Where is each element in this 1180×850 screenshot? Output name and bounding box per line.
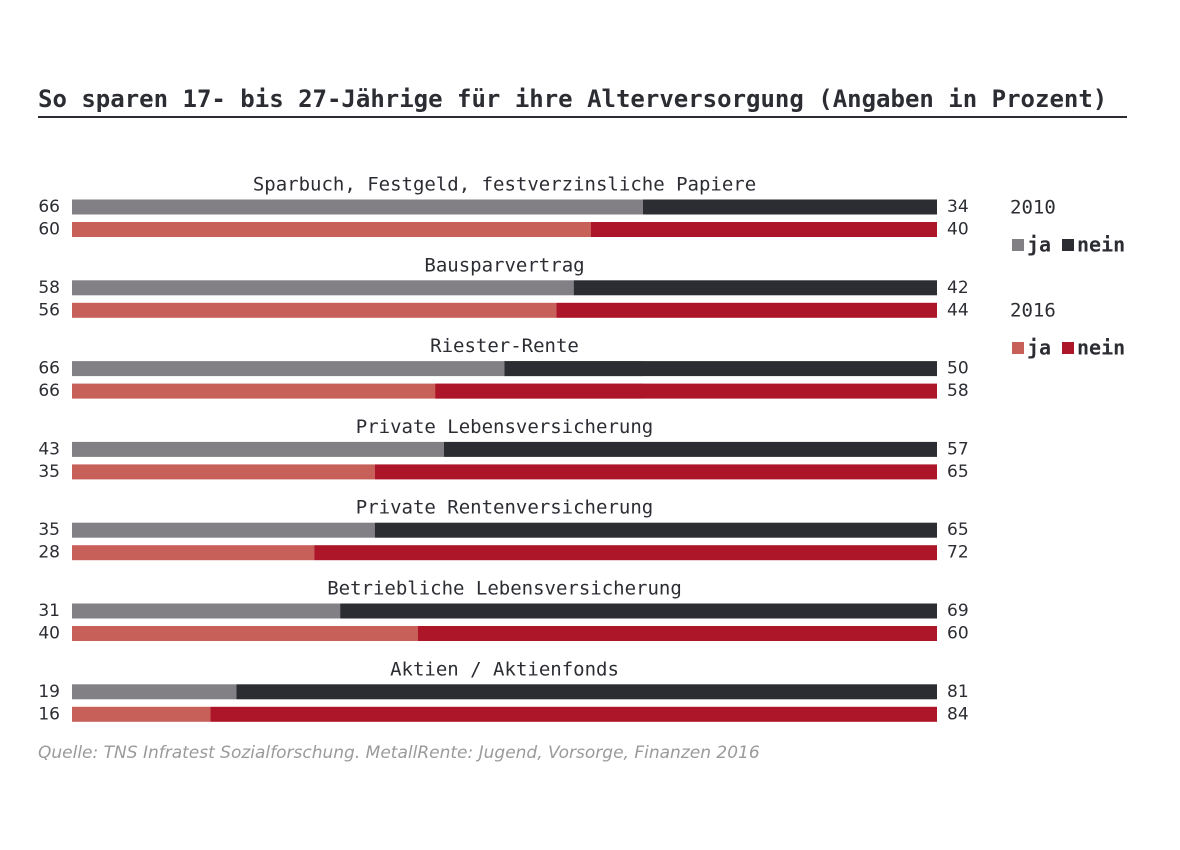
source: Quelle: TNS Infratest Sozialforschung. M…: [38, 743, 760, 763]
value-label: 34: [947, 197, 969, 217]
legend-year: 2010: [1010, 197, 1056, 219]
value-label: 19: [38, 682, 60, 702]
category-label: Sparbuch, Festgeld, festverzinsliche Pap…: [253, 174, 756, 196]
bar-nein: [556, 302, 937, 318]
value-label: 35: [38, 462, 60, 482]
legend-swatch: [1012, 342, 1024, 354]
value-label: 57: [947, 439, 969, 459]
bar-nein: [374, 522, 937, 538]
value-label: 60: [947, 624, 969, 644]
value-label: 40: [947, 220, 969, 240]
bar-nein: [443, 441, 937, 457]
legend-swatch: [1062, 342, 1074, 354]
bar-ja: [72, 361, 643, 377]
category-label: Aktien / Aktienfonds: [390, 658, 619, 680]
bar-nein: [418, 626, 937, 641]
bar-nein: [435, 383, 937, 399]
category-label: Betriebliche Lebensversicherung: [327, 578, 682, 600]
value-label: 60: [38, 220, 60, 240]
bar-ja: [72, 706, 211, 722]
value-label: 58: [38, 278, 60, 298]
legend-label: ja: [1027, 233, 1051, 257]
value-label: 50: [947, 359, 969, 379]
bar-ja: [72, 603, 341, 619]
legend-label: nein: [1077, 336, 1125, 360]
value-label: 16: [38, 704, 60, 724]
bar-nein: [573, 280, 937, 296]
bar-nein: [374, 464, 937, 480]
bar-ja: [72, 441, 444, 457]
value-label: 31: [38, 601, 60, 621]
value-label: 84: [947, 704, 969, 724]
legend-swatch: [1062, 239, 1074, 251]
bar-nein: [591, 222, 937, 237]
value-label: 69: [947, 601, 969, 621]
bar-nein: [210, 706, 937, 722]
value-label: 58: [947, 381, 969, 401]
chart-title: So sparen 17- bis 27-Jährige für ihre Al…: [38, 85, 1107, 113]
legend-year: 2016: [1010, 300, 1056, 322]
bar-ja: [72, 199, 643, 215]
value-label: 66: [38, 197, 60, 217]
value-label: 35: [38, 520, 60, 540]
bar-nein: [236, 684, 938, 700]
value-label: 65: [947, 520, 969, 540]
bar-ja: [72, 626, 418, 641]
value-label: 65: [947, 462, 969, 482]
value-label: 42: [947, 278, 969, 298]
value-label: 44: [947, 300, 969, 320]
bar-nein: [642, 199, 937, 215]
category-label: Riester-Rente: [430, 335, 579, 357]
value-label: 40: [38, 624, 60, 644]
bar-nein: [340, 603, 937, 619]
bar-ja: [72, 522, 375, 538]
bar-ja: [72, 684, 237, 700]
bar-ja: [72, 222, 591, 237]
bar-ja: [72, 464, 375, 480]
bar-ja: [72, 280, 574, 296]
value-label: 43: [38, 439, 60, 459]
legend-swatch: [1012, 239, 1024, 251]
legend-label: ja: [1027, 336, 1051, 360]
value-label: 28: [38, 543, 60, 563]
category-label: Bausparvertrag: [424, 254, 584, 276]
value-label: 66: [38, 359, 60, 379]
category-label: Private Rentenversicherung: [356, 497, 653, 519]
bar-nein: [504, 361, 937, 377]
category-label: Private Lebensversicherung: [356, 416, 653, 438]
bar-nein: [314, 545, 937, 561]
value-label: 56: [38, 300, 60, 320]
value-label: 66: [38, 381, 60, 401]
value-label: 72: [947, 543, 969, 563]
bar-ja: [72, 302, 557, 318]
value-label: 81: [947, 682, 969, 702]
legend-label: nein: [1077, 233, 1125, 257]
bar-ja: [72, 545, 315, 561]
